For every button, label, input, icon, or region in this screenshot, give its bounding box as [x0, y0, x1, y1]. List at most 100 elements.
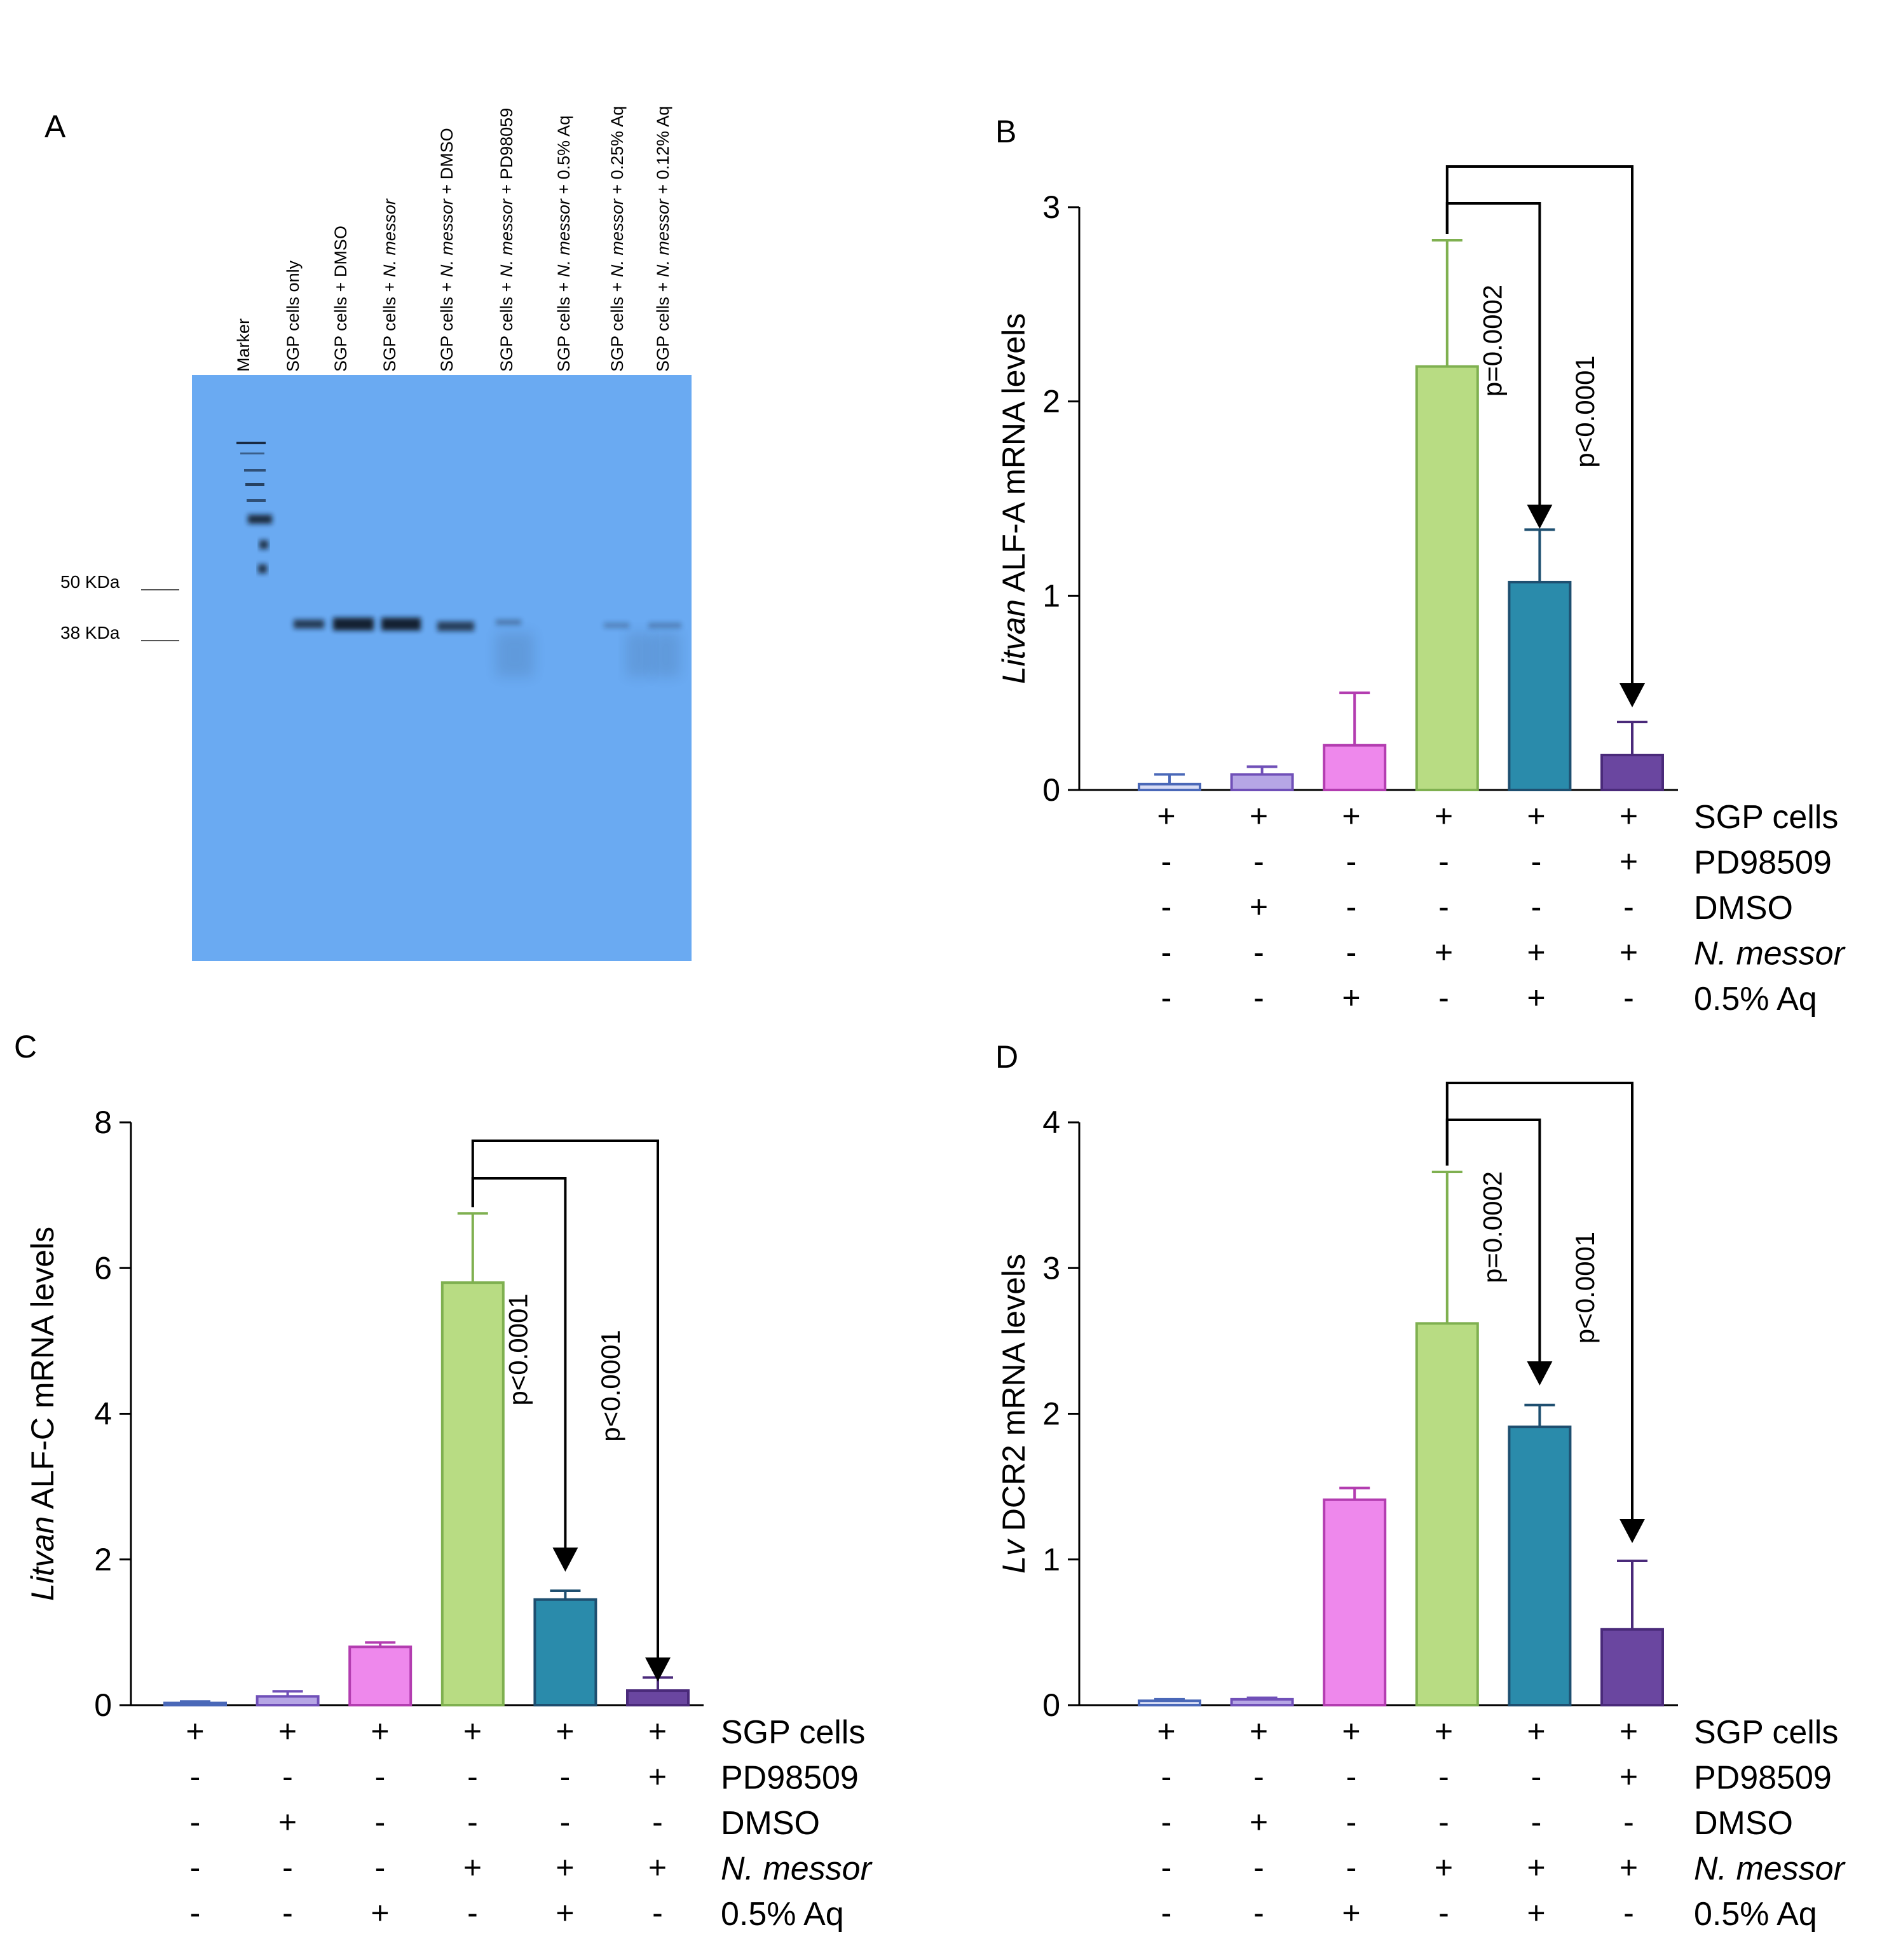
- bar: [1508, 1426, 1572, 1707]
- condition-symbol: -: [1346, 1804, 1357, 1840]
- condition-row-label: SGP cells: [1694, 799, 1838, 836]
- condition-symbol: -: [282, 1850, 293, 1886]
- condition-symbol: -: [467, 1895, 478, 1931]
- bar: [1323, 1498, 1387, 1707]
- y-tick-label: 2: [1042, 1396, 1060, 1432]
- condition-symbol: +: [648, 1713, 667, 1749]
- y-tick-label: 4: [94, 1396, 112, 1432]
- condition-symbol: +: [556, 1850, 574, 1886]
- condition-symbol: -: [190, 1804, 201, 1840]
- condition-row-label: PD98509: [721, 1760, 859, 1797]
- condition-symbol: -: [1438, 980, 1449, 1016]
- condition-symbol: +: [1157, 798, 1175, 834]
- marker-ladder: [236, 442, 272, 573]
- comparison-bracket: [1445, 1082, 1633, 1520]
- condition-symbol: -: [1346, 1850, 1357, 1886]
- bar: [1415, 1322, 1479, 1706]
- lane-label: SGP cells only: [283, 260, 303, 372]
- condition-symbol: +: [1435, 1850, 1453, 1886]
- condition-symbol: +: [648, 1850, 667, 1886]
- p-value-label: p=0.0002: [1477, 1171, 1507, 1283]
- condition-symbol: -: [467, 1804, 478, 1840]
- condition-symbol: -: [1623, 980, 1634, 1016]
- condition-symbol: -: [282, 1759, 293, 1795]
- condition-row-label: DMSO: [721, 1805, 820, 1842]
- arrow-head: [1620, 1519, 1645, 1543]
- condition-symbol: +: [1527, 980, 1545, 1016]
- y-axis-label: Litvan ALF-A mRNA levels: [996, 313, 1032, 684]
- condition-symbol: -: [1161, 844, 1172, 880]
- condition-symbol: -: [1253, 980, 1264, 1016]
- condition-symbol: +: [371, 1713, 389, 1749]
- condition-symbol: +: [1620, 1759, 1638, 1795]
- bar: [1508, 580, 1572, 791]
- condition-symbol: +: [278, 1804, 297, 1840]
- condition-row-label: 0.5% Aq: [1694, 1896, 1817, 1933]
- panel-letter-b: B: [995, 114, 1017, 149]
- condition-symbol: +: [1435, 935, 1453, 970]
- bar: [348, 1645, 413, 1707]
- lane-label: SGP cells + N. messor + 0.12% Aq: [653, 106, 672, 372]
- panel-letter-c: C: [14, 1029, 38, 1065]
- p-value-label: p<0.0001: [596, 1330, 625, 1441]
- bar: [1138, 1699, 1201, 1707]
- lane-label: SGP cells + DMSO: [331, 226, 350, 372]
- condition-symbol: +: [1342, 1895, 1360, 1931]
- condition-symbol: -: [1253, 844, 1264, 880]
- condition-symbol: -: [1531, 889, 1542, 925]
- condition-symbol: -: [1438, 844, 1449, 880]
- condition-symbol: +: [1250, 1804, 1268, 1840]
- condition-symbol: +: [1250, 798, 1268, 834]
- condition-symbol: -: [1161, 1804, 1172, 1840]
- y-tick-label: 0: [1042, 1687, 1060, 1723]
- condition-symbol: -: [1161, 1759, 1172, 1795]
- condition-symbol: +: [463, 1850, 482, 1886]
- p-value-label: p=0.0002: [1477, 285, 1507, 397]
- condition-symbol: -: [375, 1850, 386, 1886]
- arrow-head: [1527, 505, 1553, 529]
- comparison-bracket: [1445, 202, 1541, 506]
- bar: [440, 1281, 505, 1707]
- condition-symbol: -: [1346, 935, 1357, 970]
- p-value-label: p<0.0001: [1570, 1232, 1600, 1344]
- y-tick-label: 2: [94, 1542, 112, 1577]
- bar: [626, 1689, 690, 1706]
- condition-row-label: N. messor: [1694, 1851, 1846, 1888]
- condition-symbol: -: [1253, 935, 1264, 970]
- condition-symbol: +: [1342, 980, 1360, 1016]
- condition-symbol: -: [1438, 1804, 1449, 1840]
- bar: [163, 1701, 227, 1707]
- bar: [1230, 773, 1294, 791]
- condition-symbol: -: [1161, 980, 1172, 1016]
- condition-symbol: -: [1346, 1759, 1357, 1795]
- blot-membrane: [192, 375, 692, 961]
- condition-symbol: -: [282, 1895, 293, 1931]
- condition-symbol: -: [1623, 1804, 1634, 1840]
- condition-symbol: -: [1623, 889, 1634, 925]
- condition-row-label: N. messor: [721, 1851, 873, 1888]
- y-tick-label: 3: [1042, 189, 1060, 225]
- condition-symbol: -: [1161, 1895, 1172, 1931]
- condition-symbol: -: [1531, 1804, 1542, 1840]
- y-axis-label: Lv DCR2 mRNA levels: [996, 1254, 1032, 1574]
- condition-symbol: +: [556, 1895, 574, 1931]
- condition-symbol: +: [1527, 798, 1545, 834]
- condition-symbol: +: [186, 1713, 204, 1749]
- condition-row-label: 0.5% Aq: [1694, 981, 1817, 1017]
- condition-symbol: -: [560, 1804, 571, 1840]
- condition-row-label: PD98509: [1694, 845, 1832, 881]
- condition-symbol: +: [1435, 1713, 1453, 1749]
- condition-symbol: +: [278, 1713, 297, 1749]
- bar: [1600, 753, 1664, 791]
- lane-label: SGP cells + N. messor + 0.25% Aq: [608, 106, 627, 372]
- lane-label: SGP cells + N. messor + PD98059: [497, 108, 516, 372]
- condition-row-label: N. messor: [1694, 936, 1846, 972]
- condition-row-label: SGP cells: [1694, 1714, 1838, 1751]
- lane-label: SGP cells + N. messor + DMSO: [437, 128, 456, 372]
- condition-symbol: +: [1620, 1850, 1638, 1886]
- condition-symbol: -: [467, 1759, 478, 1795]
- y-tick-label: 1: [1042, 1542, 1060, 1577]
- condition-symbol: -: [1161, 935, 1172, 970]
- condition-symbol: +: [371, 1895, 389, 1931]
- y-tick-label: 1: [1042, 578, 1060, 613]
